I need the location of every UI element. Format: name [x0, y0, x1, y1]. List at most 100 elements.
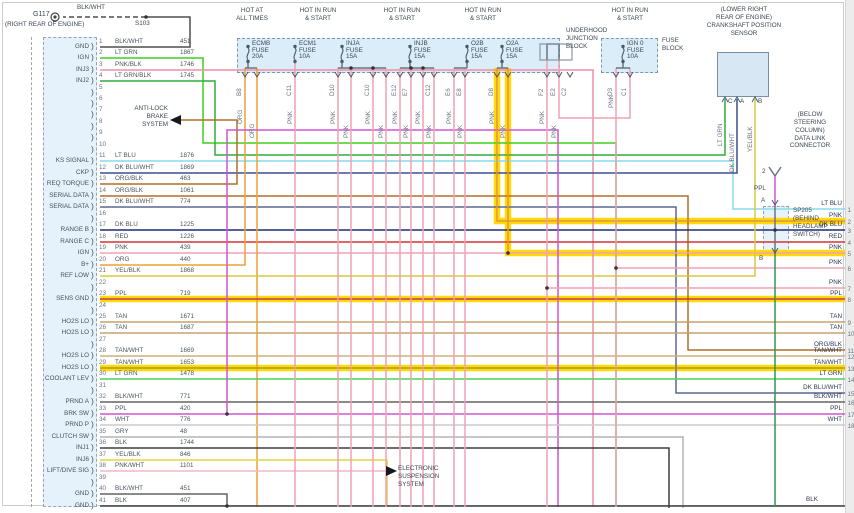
drop-color-label: PNK: [608, 95, 615, 108]
pcm-pin-number: 37: [99, 451, 107, 458]
edge-wire-number: 12: [847, 354, 854, 361]
pcm-pin-name: CLUTCH SW: [51, 433, 89, 440]
pcm-wire-color: BLK: [115, 439, 127, 446]
ground-wire-color: BLK/WHT: [77, 4, 105, 11]
suspension-system-label: ELECTRONIC SUSPENSION SYSTEM: [398, 465, 440, 488]
edge-wire-label: DK BLU/WHT: [803, 384, 842, 391]
pcm-circuit-number: 1869: [180, 164, 195, 171]
pcm-wire-color: BLK/WHT: [115, 393, 143, 400]
pcm-pin-bracket: ): [91, 431, 94, 441]
pcm-pin-name: INJ6: [76, 456, 89, 463]
fuse-pin-label: E2: [550, 88, 557, 96]
ckp-sensor-caption: (LOWER RIGHT REAR OF ENGINE) CRANKSHAFT PO…: [706, 6, 782, 37]
dlc-wire-color: PPL: [754, 185, 766, 192]
ckp-wire-color: LT GRN: [717, 123, 724, 146]
pcm-circuit-number: 719: [180, 290, 191, 297]
fuse-label: ECM1 FUSE 10A: [299, 40, 317, 61]
pcm-pin-number: 35: [99, 428, 107, 435]
pcm-circuit-number: 1745: [180, 72, 195, 79]
edge-wire-label: LT GRN: [819, 370, 842, 377]
pcm-pin-bracket: ): [91, 178, 94, 188]
pcm-pin-bracket: ): [91, 442, 94, 452]
edge-wire-number: 13: [847, 366, 854, 373]
ground-location: (RIGHT REAR OF ENGINE): [5, 21, 85, 28]
pcm-pin-bracket: ): [91, 362, 94, 372]
pcm-circuit-number: 1867: [180, 49, 195, 56]
pcm-connector-box: [43, 37, 97, 507]
pcm-pin-number: 8: [99, 118, 103, 125]
pcm-pin-number: 21: [99, 267, 107, 274]
drop-color-label: PNK: [392, 111, 399, 124]
pcm-pin-name: REQ TORQUE: [46, 180, 89, 187]
pcm-pin-bracket: ): [91, 339, 94, 349]
pcm-pin-name: B+: [81, 261, 89, 268]
edge-wire-number: 11: [847, 348, 854, 355]
pcm-pin-number: 27: [99, 336, 107, 343]
drop-color-label: PNK: [403, 125, 410, 138]
pcm-pin-bracket: ): [91, 454, 94, 464]
pcm-pin-number: 30: [99, 370, 107, 377]
pcm-wire-color: ORG: [115, 256, 130, 263]
pcm-pin-bracket: ): [91, 282, 94, 292]
pcm-pin-number: 28: [99, 347, 107, 354]
pcm-pin-name: PRND A: [65, 398, 89, 405]
pcm-wire-color: RED: [115, 233, 129, 240]
sp205-caption: SP205 (BEHIND HEADLAMP SWITCH): [793, 207, 828, 238]
pcm-pin-number: 34: [99, 416, 107, 423]
pcm-pin-number: 32: [99, 393, 107, 400]
pcm-pin-number: 38: [99, 462, 107, 469]
pcm-pin-number: 16: [99, 210, 107, 217]
pcm-pin-bracket: ): [91, 477, 94, 487]
edge-wire-label: WHT: [827, 416, 842, 423]
pcm-pin-name: RANGE B: [60, 226, 89, 233]
splice-id: S103: [135, 20, 150, 27]
fuse-pin-label: D8: [488, 87, 495, 96]
pcm-wire-color: BLK/WHT: [115, 38, 143, 45]
pcm-circuit-number: 1061: [180, 187, 195, 194]
pcm-pin-number: 29: [99, 359, 107, 366]
dlc-caption: (BELOW STEERING COLUMN) DATA LINK CONNECTOR: [789, 111, 831, 150]
pcm-pin-number: 39: [99, 474, 107, 481]
pcm-pin-number: 17: [99, 221, 107, 228]
fuse-label: INJA FUSE 15A: [346, 40, 363, 61]
sp205-pin-a: A: [761, 197, 766, 204]
pcm-pin-bracket: ): [91, 190, 94, 200]
fuse-pin-label: D10: [329, 84, 336, 96]
pcm-pin-number: 2: [99, 49, 103, 56]
drop-color-label: PNK: [500, 125, 507, 138]
edge-wire-label: BLK/WHT: [814, 393, 842, 400]
pcm-wire-color: GRY: [115, 428, 129, 435]
pcm-circuit-number: 1868: [180, 267, 195, 274]
pcm-wire-color: ORG/BLK: [115, 175, 143, 182]
pcm-pin-number: 4: [99, 72, 103, 79]
pcm-pin-bracket: ): [91, 201, 94, 211]
drop-color-label: PNK: [457, 125, 464, 138]
pcm-wire-color: TAN: [115, 313, 128, 320]
pcm-pin-number: 7: [99, 106, 103, 113]
fuse-pin-label: E7: [402, 88, 409, 96]
pcm-pin-bracket: ): [91, 373, 94, 383]
pcm-pin-number: 6: [99, 95, 103, 102]
pcm-pin-name: GND: [75, 502, 89, 509]
pcm-pin-name: GND: [75, 490, 89, 497]
fuse-pin-label: C11: [286, 84, 293, 96]
drop-color-label: PNK: [551, 125, 558, 138]
pcm-pin-name: INJ1: [76, 444, 89, 451]
pcm-pin-number: 12: [99, 164, 107, 171]
pcm-wire-color: PNK: [115, 244, 128, 251]
pcm-pin-name: BRK SW: [64, 410, 89, 417]
pcm-pin-bracket: ): [91, 465, 94, 475]
edge-wire-label: PNK: [829, 244, 842, 251]
edge-wire-label: TAN: [829, 324, 842, 331]
pcm-circuit-number: 1687: [180, 324, 195, 331]
edge-wire-label: PPL: [830, 405, 842, 412]
edge-wire-number: 7: [847, 286, 852, 293]
pcm-pin-bracket: ): [91, 75, 94, 85]
fuse-block-label: FUSE BLOCK: [662, 37, 684, 52]
fuse-header: HOT IN RUN & START: [611, 7, 649, 22]
pcm-pin-name: REF LOW: [60, 272, 89, 279]
pcm-connector-shell: [31, 37, 32, 507]
drop-color-label: PNK: [343, 125, 350, 138]
pcm-pin-name: HO2S LO: [61, 329, 89, 336]
